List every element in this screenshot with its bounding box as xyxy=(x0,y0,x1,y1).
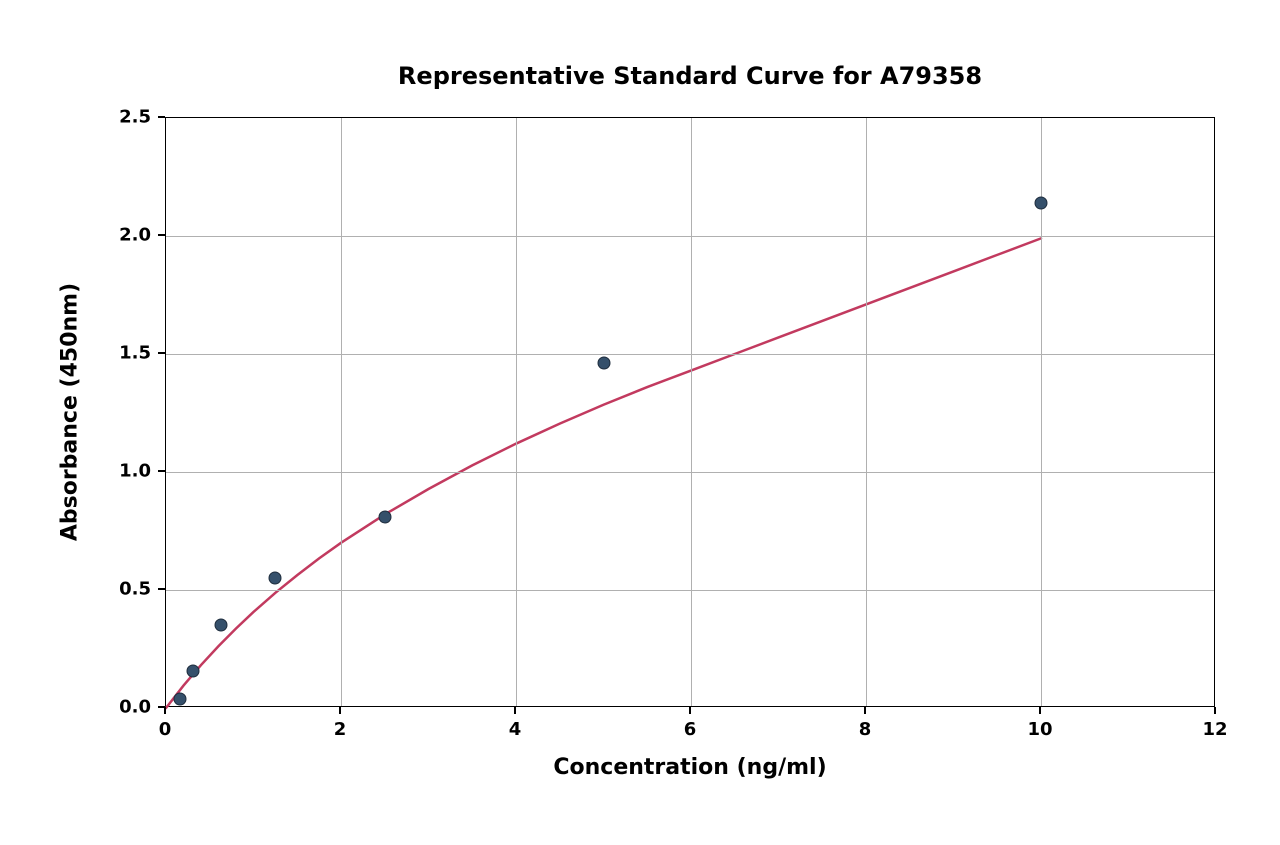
y-tick xyxy=(158,234,165,236)
x-tick-label: 0 xyxy=(159,719,172,740)
x-tick-label: 8 xyxy=(859,719,872,740)
chart-title: Representative Standard Curve for A79358 xyxy=(398,62,982,90)
x-tick xyxy=(864,707,866,714)
x-tick-label: 4 xyxy=(509,719,522,740)
y-tick-label: 0.0 xyxy=(119,697,151,718)
data-point xyxy=(173,692,186,705)
grid-line-horizontal xyxy=(166,590,1214,591)
y-tick xyxy=(158,588,165,590)
grid-line-vertical xyxy=(516,118,517,706)
x-tick xyxy=(1214,707,1216,714)
data-point xyxy=(214,619,227,632)
x-tick xyxy=(339,707,341,714)
data-point xyxy=(1035,196,1048,209)
x-tick xyxy=(514,707,516,714)
y-tick-label: 2.5 xyxy=(119,107,151,128)
x-tick-label: 2 xyxy=(334,719,347,740)
x-tick xyxy=(164,707,166,714)
x-tick xyxy=(1039,707,1041,714)
y-tick xyxy=(158,470,165,472)
grid-line-horizontal xyxy=(166,354,1214,355)
x-tick-label: 6 xyxy=(684,719,697,740)
y-tick-label: 1.5 xyxy=(119,343,151,364)
y-axis-label: Absorbance (450nm) xyxy=(58,283,83,541)
grid-line-vertical xyxy=(691,118,692,706)
x-tick-label: 10 xyxy=(1027,719,1052,740)
y-tick-label: 1.0 xyxy=(119,461,151,482)
grid-line-horizontal xyxy=(166,472,1214,473)
y-tick xyxy=(158,116,165,118)
x-tick xyxy=(689,707,691,714)
grid-line-vertical xyxy=(866,118,867,706)
data-point xyxy=(597,357,610,370)
grid-line-horizontal xyxy=(166,236,1214,237)
y-tick-label: 2.0 xyxy=(119,225,151,246)
y-tick xyxy=(158,706,165,708)
chart-container: Representative Standard Curve for A79358… xyxy=(0,0,1280,845)
curve-path xyxy=(166,238,1041,708)
x-axis-label: Concentration (ng/ml) xyxy=(553,755,826,780)
data-point xyxy=(269,572,282,585)
y-tick xyxy=(158,352,165,354)
plot-area xyxy=(165,117,1215,707)
grid-line-vertical xyxy=(341,118,342,706)
x-tick-label: 12 xyxy=(1202,719,1227,740)
y-tick-label: 0.5 xyxy=(119,579,151,600)
data-point xyxy=(378,510,391,523)
data-point xyxy=(187,665,200,678)
